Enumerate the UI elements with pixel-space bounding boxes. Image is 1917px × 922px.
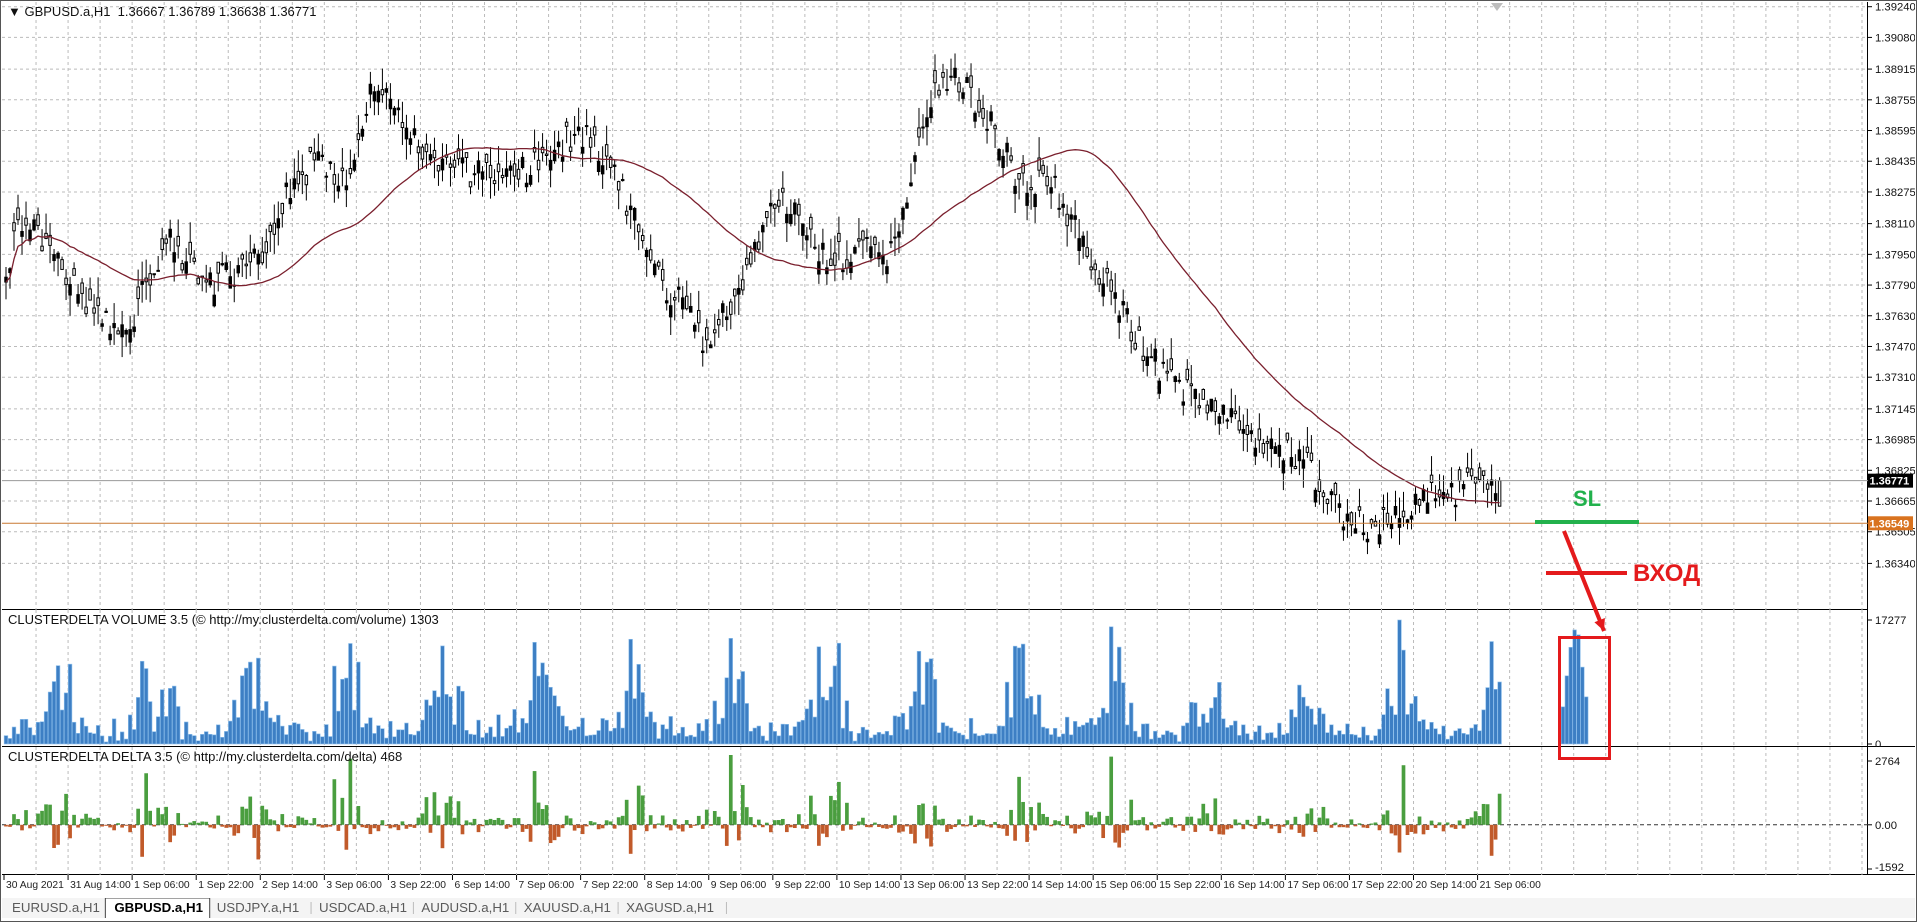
svg-text:17 Sep 22:00: 17 Sep 22:00 [1351, 880, 1413, 891]
svg-text:XAUUSD.a,H1: XAUUSD.a,H1 [524, 900, 611, 915]
svg-text:0: 0 [1875, 739, 1881, 747]
svg-text:8 Sep 14:00: 8 Sep 14:00 [647, 880, 703, 891]
svg-text:1.38435: 1.38435 [1875, 156, 1915, 168]
svg-text:31 Aug 14:00: 31 Aug 14:00 [70, 880, 131, 891]
svg-text:30 Aug 2021: 30 Aug 2021 [6, 880, 64, 891]
svg-text:7 Sep 06:00: 7 Sep 06:00 [519, 880, 575, 891]
svg-text:1.37145: 1.37145 [1875, 404, 1915, 416]
svg-text:2764: 2764 [1875, 756, 1900, 768]
svg-text:1 Sep 22:00: 1 Sep 22:00 [198, 880, 254, 891]
svg-text:1.38595: 1.38595 [1875, 126, 1915, 138]
svg-text:-1592: -1592 [1875, 862, 1904, 874]
svg-text:1.38110: 1.38110 [1875, 219, 1915, 231]
svg-text:USDJPY.a,H1: USDJPY.a,H1 [217, 900, 300, 915]
svg-text:1.37310: 1.37310 [1875, 372, 1915, 384]
svg-text:1.36549: 1.36549 [1870, 518, 1910, 530]
svg-text:USDCAD.a,H1: USDCAD.a,H1 [319, 900, 407, 915]
svg-text:1.37630: 1.37630 [1875, 311, 1915, 323]
svg-text:7 Sep 22:00: 7 Sep 22:00 [583, 880, 639, 891]
svg-text:20 Sep 14:00: 20 Sep 14:00 [1416, 880, 1478, 891]
svg-text:1.36665: 1.36665 [1875, 496, 1915, 508]
svg-text:3 Sep 22:00: 3 Sep 22:00 [390, 880, 446, 891]
svg-text:16 Sep 14:00: 16 Sep 14:00 [1223, 880, 1285, 891]
svg-text:13 Sep 22:00: 13 Sep 22:00 [967, 880, 1029, 891]
svg-text:3 Sep 06:00: 3 Sep 06:00 [326, 880, 382, 891]
svg-text:1.39240: 1.39240 [1875, 2, 1915, 14]
svg-text:1.38915: 1.38915 [1875, 64, 1915, 76]
svg-text:10 Sep 14:00: 10 Sep 14:00 [839, 880, 901, 891]
svg-text:0.00: 0.00 [1875, 820, 1897, 832]
svg-text:17 Sep 06:00: 17 Sep 06:00 [1287, 880, 1349, 891]
svg-text:9 Sep 06:00: 9 Sep 06:00 [711, 880, 767, 891]
svg-text:1.39080: 1.39080 [1875, 32, 1915, 44]
svg-text:13 Sep 06:00: 13 Sep 06:00 [903, 880, 965, 891]
svg-text:1.38755: 1.38755 [1875, 95, 1915, 107]
svg-text:1.37950: 1.37950 [1875, 249, 1915, 261]
svg-text:XAGUSD.a,H1: XAGUSD.a,H1 [626, 900, 714, 915]
svg-text:AUDUSD.a,H1: AUDUSD.a,H1 [421, 900, 509, 915]
svg-text:1 Sep 06:00: 1 Sep 06:00 [134, 880, 190, 891]
svg-text:GBPUSD.a,H1: GBPUSD.a,H1 [114, 900, 203, 915]
svg-text:15 Sep 06:00: 15 Sep 06:00 [1095, 880, 1157, 891]
svg-text:21 Sep 06:00: 21 Sep 06:00 [1480, 880, 1542, 891]
svg-text:14 Sep 14:00: 14 Sep 14:00 [1031, 880, 1093, 891]
svg-text:9 Sep 22:00: 9 Sep 22:00 [775, 880, 831, 891]
svg-text:EURUSD.a,H1: EURUSD.a,H1 [12, 900, 100, 915]
svg-text:17277: 17277 [1875, 615, 1906, 627]
svg-text:1.37470: 1.37470 [1875, 341, 1915, 353]
svg-text:2 Sep 14:00: 2 Sep 14:00 [262, 880, 318, 891]
svg-text:15 Sep 22:00: 15 Sep 22:00 [1159, 880, 1221, 891]
svg-text:6 Sep 14:00: 6 Sep 14:00 [454, 880, 510, 891]
svg-text:1.38275: 1.38275 [1875, 187, 1915, 199]
svg-text:1.36985: 1.36985 [1875, 435, 1915, 447]
svg-text:1.36340: 1.36340 [1875, 558, 1915, 570]
svg-text:1.36771: 1.36771 [1870, 476, 1910, 488]
svg-text:1.37790: 1.37790 [1875, 280, 1915, 292]
